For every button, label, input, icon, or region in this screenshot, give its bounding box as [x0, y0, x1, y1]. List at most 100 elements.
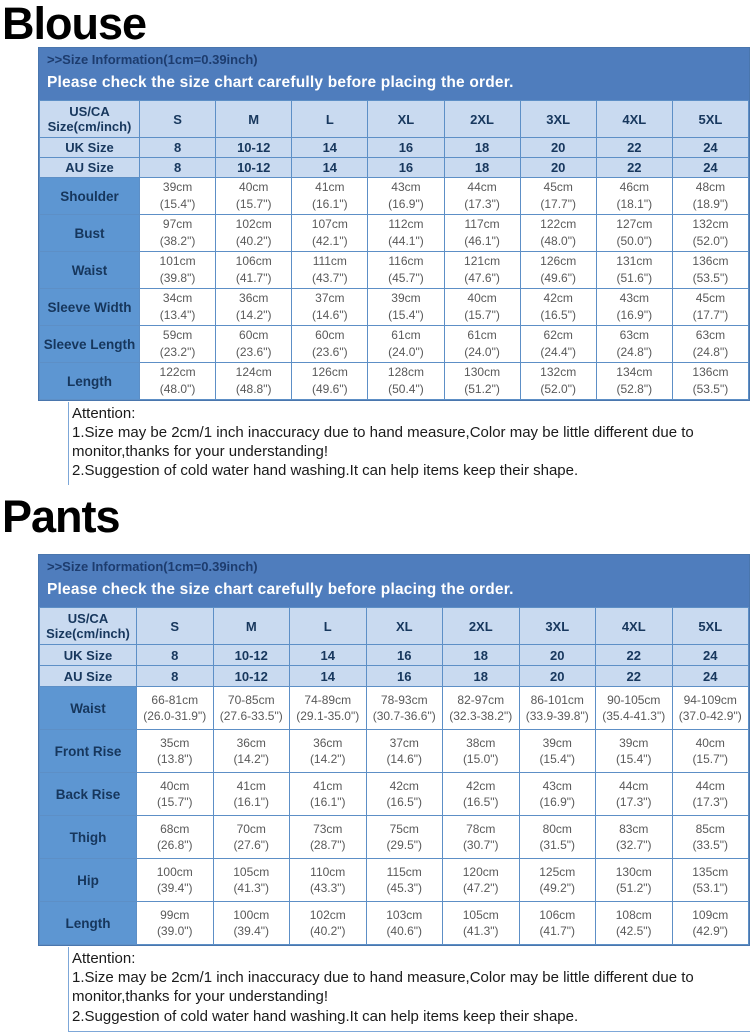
measure-value-cell: 90-105cm (35.4-41.3")	[595, 686, 673, 731]
measure-value-cell: 80cm (31.5")	[518, 815, 596, 860]
size-col-header: S	[138, 100, 217, 139]
measure-value-cell: 134cm (52.8")	[595, 362, 673, 401]
size-col-header: 2XL	[442, 607, 520, 646]
measure-row: Shoulder 39cm (15.4") 40cm (15.7") 41cm (16.1"…	[39, 177, 750, 216]
measure-value-cell: 75cm (29.5")	[365, 815, 443, 860]
measure-value-cell: 68cm (26.8")	[136, 815, 214, 860]
measure-value-cell: 121cm (47.6")	[443, 251, 521, 290]
measure-value-cell: 94-109cm (37.0-42.9")	[671, 686, 749, 731]
measure-value-cell: 112cm (44.1")	[367, 214, 445, 253]
size-header-row: US/CA Size(cm/inch) S M L XL 2XL 3XL 4XL 5XL	[39, 100, 750, 139]
measure-value-cell: 60cm (23.6")	[215, 325, 293, 364]
pants-title: Pants	[2, 491, 121, 543]
au-size-cell: 20	[519, 157, 597, 179]
measure-value-cell: 82-97cm (32.3-38.2")	[442, 686, 520, 731]
uk-size-cell: 8	[138, 137, 217, 159]
measure-row: Length 122cm (48.0") 124cm (48.8") 126cm (49.6…	[39, 362, 750, 401]
measure-value-cell: 36cm (14.2")	[215, 288, 293, 327]
au-size-label: AU Size	[39, 157, 140, 179]
measure-label: Hip	[39, 858, 137, 903]
pants-size-chart: >>Size Information(1cm=0.39inch) Please …	[38, 554, 750, 1032]
uk-size-label: UK Size	[39, 137, 140, 159]
measure-value-cell: 66-81cm (26.0-31.9")	[136, 686, 214, 731]
size-unit-header: US/CA Size(cm/inch)	[39, 100, 140, 139]
uk-size-cell: 24	[671, 137, 750, 159]
size-col-header: 3XL	[519, 100, 597, 139]
measure-value-cell: 44cm (17.3")	[595, 772, 673, 817]
measure-value-cell: 83cm (32.7")	[595, 815, 673, 860]
measure-value-cell: 62cm (24.4")	[519, 325, 597, 364]
pants-attention-line-2: 2.Suggestion of cold water hand washing.…	[72, 1007, 579, 1025]
measure-value-cell: 102cm (40.2")	[289, 901, 367, 946]
pants-size-info-line: >>Size Information(1cm=0.39inch)	[47, 559, 258, 575]
measure-value-cell: 39cm (15.4")	[595, 729, 673, 774]
uk-size-cell: 20	[518, 644, 596, 667]
size-col-header: L	[291, 100, 369, 139]
measure-value-cell: 40cm (15.7")	[671, 729, 749, 774]
measure-value-cell: 35cm (13.8")	[136, 729, 214, 774]
measure-value-cell: 45cm (17.7")	[519, 177, 597, 216]
au-size-label: AU Size	[39, 665, 137, 688]
blouse-attention-title: Attention:	[72, 405, 136, 423]
uk-size-cell: 18	[443, 137, 521, 159]
uk-size-row: UK Size 8 10-12 14 16 18 20 22 24	[39, 137, 750, 159]
size-col-header: XL	[365, 607, 443, 646]
uk-size-row: UK Size 8 10-12 14 16 18 20 22 24	[39, 644, 749, 667]
measure-value-cell: 61cm (24.0")	[443, 325, 521, 364]
measure-value-cell: 70cm (27.6")	[212, 815, 290, 860]
measure-value-cell: 46cm (18.1")	[595, 177, 673, 216]
measure-value-cell: 39cm (15.4")	[518, 729, 596, 774]
uk-size-cell: 22	[595, 137, 673, 159]
measure-value-cell: 39cm (15.4")	[367, 288, 445, 327]
measure-value-cell: 136cm (53.5")	[671, 362, 750, 401]
measure-value-cell: 44cm (17.3")	[671, 772, 749, 817]
measure-label: Length	[39, 362, 140, 401]
measure-value-cell: 37cm (14.6")	[291, 288, 369, 327]
au-size-cell: 18	[442, 665, 520, 688]
measure-value-cell: 59cm (23.2")	[138, 325, 217, 364]
size-col-header: 3XL	[518, 607, 596, 646]
au-size-cell: 10-12	[215, 157, 293, 179]
measure-value-cell: 122cm (48.0")	[138, 362, 217, 401]
measure-row: Hip 100cm (39.4") 105cm (41.3") 110cm (43.3") 1…	[39, 858, 749, 903]
blouse-attention-line-1: 1.Size may be 2cm/1 inch inaccuracy due …	[72, 424, 694, 461]
measure-value-cell: 125cm (49.2")	[518, 858, 596, 903]
measure-value-cell: 130cm (51.2")	[595, 858, 673, 903]
au-size-cell: 18	[443, 157, 521, 179]
measure-value-cell: 60cm (23.6")	[291, 325, 369, 364]
measure-value-cell: 102cm (40.2")	[215, 214, 293, 253]
measure-value-cell: 43cm (16.9")	[367, 177, 445, 216]
measure-value-cell: 73cm (28.7")	[289, 815, 367, 860]
measure-value-cell: 48cm (18.9")	[671, 177, 750, 216]
size-unit-header: US/CA Size(cm/inch)	[39, 607, 137, 646]
measure-value-cell: 45cm (17.7")	[671, 288, 750, 327]
measure-value-cell: 34cm (13.4")	[138, 288, 217, 327]
measure-value-cell: 105cm (41.3")	[442, 901, 520, 946]
uk-size-cell: 16	[365, 644, 443, 667]
measure-value-cell: 61cm (24.0")	[367, 325, 445, 364]
measure-value-cell: 43cm (16.9")	[518, 772, 596, 817]
au-size-cell: 14	[291, 157, 369, 179]
measure-value-cell: 38cm (15.0")	[442, 729, 520, 774]
au-size-cell: 16	[365, 665, 443, 688]
size-col-header: L	[289, 607, 367, 646]
measure-value-cell: 36cm (14.2")	[289, 729, 367, 774]
size-header-row: US/CA Size(cm/inch) S M L XL 2XL 3XL 4XL 5XL	[39, 607, 749, 646]
measure-value-cell: 111cm (43.7")	[291, 251, 369, 290]
measure-value-cell: 122cm (48.0")	[519, 214, 597, 253]
measure-row: Back Rise 40cm (15.7") 41cm (16.1") 41cm (16.1…	[39, 772, 749, 817]
measure-value-cell: 132cm (52.0")	[519, 362, 597, 401]
uk-size-cell: 14	[289, 644, 367, 667]
measure-value-cell: 109cm (42.9")	[671, 901, 749, 946]
measure-row: Sleeve Length 59cm (23.2") 60cm (23.6") 60cm(…	[39, 325, 750, 364]
measure-value-cell: 136cm (53.5")	[671, 251, 750, 290]
measure-label: Sleeve Width	[39, 288, 140, 327]
au-size-row: AU Size 8 10-12 14 16 18 20 22 24	[39, 157, 750, 179]
au-size-cell: 22	[595, 665, 673, 688]
au-size-cell: 8	[138, 157, 217, 179]
measure-value-cell: 42cm (16.5")	[365, 772, 443, 817]
measure-value-cell: 78-93cm (30.7-36.6")	[365, 686, 443, 731]
measure-label: Waist	[39, 251, 140, 290]
measure-value-cell: 106cm (41.7")	[518, 901, 596, 946]
